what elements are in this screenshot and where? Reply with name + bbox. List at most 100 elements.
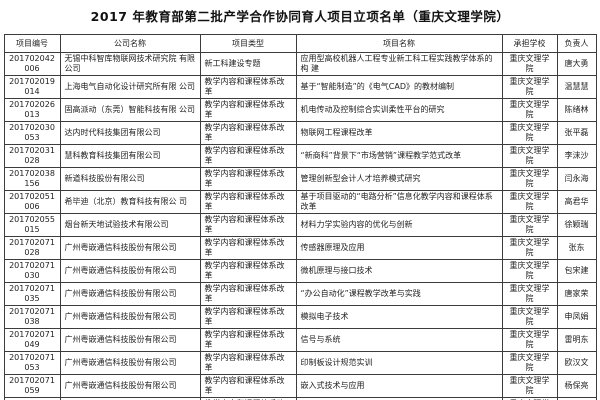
cell-project-code: 201702030053 <box>3 121 61 145</box>
cell-school: 重庆文理学院 <box>501 351 558 375</box>
table-row: 201702026013 固高派动（东莞）智能科技有限 公司 教学内容和课程体系… <box>3 98 597 122</box>
table-row: 201702055015 烟台新天地试验技术有限公司 教学内容和课程体系改革 材… <box>3 213 597 237</box>
page-title: 2017 年教育部第二批产学合作协同育人项目立项名单（重庆文理学院） <box>90 9 510 24</box>
cell-project-type: 教学内容和课程体系改革 <box>199 282 297 306</box>
cell-project-name: 材料力学实验内容的优化与创新 <box>295 213 503 237</box>
cell-school: 重庆文理学院 <box>501 75 558 99</box>
cell-project-name: 微机原理与接口技术 <box>295 259 503 283</box>
cell-project-code: 201702019014 <box>3 75 61 99</box>
table-row: 201702038156 新道科技股份有限公司 教学内容和课程体系改革 管理创新… <box>3 167 597 191</box>
cell-project-code: 201702031028 <box>3 144 61 168</box>
cell-leader: 肖天伦 <box>556 397 597 400</box>
cell-project-code: 201702071049 <box>3 328 61 352</box>
column-header-school: 承担学校 <box>501 34 558 53</box>
cell-project-name: 应用型高校机器人工程专业新工科工程实践教学体系的构 建 <box>295 52 503 76</box>
cell-company-name: 固高派动（东莞）智能科技有限 公司 <box>59 98 201 122</box>
cell-project-code: 201702042006 <box>3 52 61 76</box>
cell-project-type: 新工科建设专题 <box>199 52 297 76</box>
cell-school: 重庆文理学院 <box>501 374 558 398</box>
cell-company-name: 新道科技股份有限公司 <box>59 167 201 191</box>
table-header-row: 项目编号 公司名称 项目类型 项目名称 承担学校 负责人 <box>3 34 597 53</box>
cell-project-type: 教学内容和课程体系改革 <box>199 213 297 237</box>
cell-leader: 徐颖瑞 <box>556 213 597 237</box>
cell-company-name: 广州粤嵌通信科技股份有限公司 <box>59 305 201 329</box>
table-header: 项目编号 公司名称 项目类型 项目名称 承担学校 负责人 <box>3 34 597 53</box>
cell-project-name: 基于项目驱动的“电路分析”信息化教学内容和课程体系改革 <box>295 190 503 214</box>
cell-project-type: 教学内容和课程体系改革 <box>199 121 297 145</box>
cell-project-type: 教学内容和课程体系改革 <box>199 236 297 260</box>
cell-leader: 欧汉文 <box>556 351 597 375</box>
table-row: 201702071053 广州粤嵌通信科技股份有限公司 教学内容和课程体系改革 … <box>3 351 597 375</box>
cell-project-code: 201702071053 <box>3 351 61 375</box>
cell-leader: 张东 <box>556 236 597 260</box>
cell-leader: 包宋建 <box>556 259 597 283</box>
cell-leader: 唐大勇 <box>556 52 597 76</box>
cell-project-type: 教学内容和课程体系改革 <box>199 351 297 375</box>
cell-project-code: 201702071035 <box>3 282 61 306</box>
cell-project-code: 201702038156 <box>3 167 61 191</box>
cell-company-name: 烟台新天地试验技术有限公司 <box>59 213 201 237</box>
cell-company-name: 广州粤嵌通信科技股份有限公司 <box>59 374 201 398</box>
table-row: 201702071059 广州粤嵌通信科技股份有限公司 教学内容和课程体系改革 … <box>3 374 597 398</box>
cell-company-name: 无锡中科智库物联网技术研究院 有限公司 <box>59 52 201 76</box>
cell-school: 重庆文理学院 <box>501 52 558 76</box>
cell-school: 重庆文理学院 <box>501 282 558 306</box>
table-row: 201702071028 广州粤嵌通信科技股份有限公司 教学内容和课程体系改革 … <box>3 236 597 260</box>
table-row: 201702030053 达内时代科技集团有限公司 教学内容和课程体系改革 物联… <box>3 121 597 145</box>
cell-company-name: 达内时代科技集团有限公司 <box>59 121 201 145</box>
cell-company-name: 广州粤嵌通信科技股份有限公司 <box>59 282 201 306</box>
cell-school: 重庆文理学院 <box>501 236 558 260</box>
cell-project-name: “新商科”背景下“市场营销”课程教学范式改革 <box>295 144 503 168</box>
table-body: 201702042006 无锡中科智库物联网技术研究院 有限公司 新工科建设专题… <box>3 52 597 400</box>
cell-leader: 闫永海 <box>556 167 597 191</box>
cell-project-name: 印制板设计规范实训 <box>295 351 503 375</box>
cell-project-type: 教学内容和课程体系改革 <box>199 167 297 191</box>
cell-leader: 陈绪林 <box>556 98 597 122</box>
cell-company-name: 慧科教育科技集团有限公司 <box>59 144 201 168</box>
cell-project-type: 教学内容和课程体系改革 <box>199 190 297 214</box>
cell-school: 重庆文理学院 <box>501 190 558 214</box>
cell-leader: 唐家荣 <box>556 282 597 306</box>
cell-company-name: 希毕迪（北京）教育科技有限公 司 <box>59 190 201 214</box>
cell-leader: 雷明东 <box>556 328 597 352</box>
cell-project-type: 教学内容和课程体系改革 <box>199 328 297 352</box>
cell-project-type: 教学内容和课程体系改革 <box>199 144 297 168</box>
cell-leader: 申凤娟 <box>556 305 597 329</box>
cell-school: 重庆文理学院 <box>501 167 558 191</box>
cell-school: 重庆文理学院 <box>501 259 558 283</box>
cell-project-code: 201702071038 <box>3 305 61 329</box>
cell-school: 重庆文理学院 <box>501 121 558 145</box>
cell-school: 重庆文理学院 <box>501 328 558 352</box>
cell-company-name: 上海电气自动化设计研究所有限 公司 <box>59 75 201 99</box>
cell-project-name: 管理创新型会计人才培养模式研究 <box>295 167 503 191</box>
table-row: 201702019014 上海电气自动化设计研究所有限 公司 教学内容和课程体系… <box>3 75 597 99</box>
cell-project-type: 教学内容和课程体系改革 <box>199 305 297 329</box>
cell-project-code: 201702051006 <box>3 190 61 214</box>
cell-project-type: 教学内容和课程体系改革 <box>199 374 297 398</box>
cell-project-name: 基于“智能制造”的《电气CAD》的教材编制 <box>295 75 503 99</box>
cell-project-name: “办公自动化”课程教学改革与实践 <box>295 282 503 306</box>
cell-project-code: 201702055015 <box>3 213 61 237</box>
cell-project-type: 教学内容和课程体系改革 <box>199 98 297 122</box>
cell-project-code: 201702071030 <box>3 259 61 283</box>
cell-project-type: 教学内容和课程体系改革 <box>199 259 297 283</box>
cell-leader: 温慧慧 <box>556 75 597 99</box>
cell-company-name: 广州粤嵌通信科技股份有限公司 <box>59 328 201 352</box>
column-header-leader: 负责人 <box>556 34 597 53</box>
cell-leader: 杨保亮 <box>556 374 597 398</box>
cell-project-type: 教学内容和课程体系改革 <box>199 75 297 99</box>
column-header-project-type: 项目类型 <box>199 34 297 53</box>
column-header-project-name: 项目名称 <box>295 34 503 53</box>
cell-project-name: 物联网工程课程改革 <box>295 121 503 145</box>
table-row: 201702071030 广州粤嵌通信科技股份有限公司 教学内容和课程体系改革 … <box>3 259 597 283</box>
cell-project-name: 信号与系统 <box>295 328 503 352</box>
cell-project-name: 传感器原理及应用 <box>295 236 503 260</box>
cell-school: 重庆文理学院 <box>501 213 558 237</box>
cell-project-name: 机电传动及控制综合实训柔性平台的研究 <box>295 98 503 122</box>
cell-school: 重庆文理学院 <box>501 98 558 122</box>
cell-project-name: 模拟电子技术 <box>295 305 503 329</box>
column-header-company-name: 公司名称 <box>59 34 201 53</box>
table-row: 201702071038 广州粤嵌通信科技股份有限公司 教学内容和课程体系改革 … <box>3 305 597 329</box>
cell-school: 重庆文理学院 <box>501 305 558 329</box>
